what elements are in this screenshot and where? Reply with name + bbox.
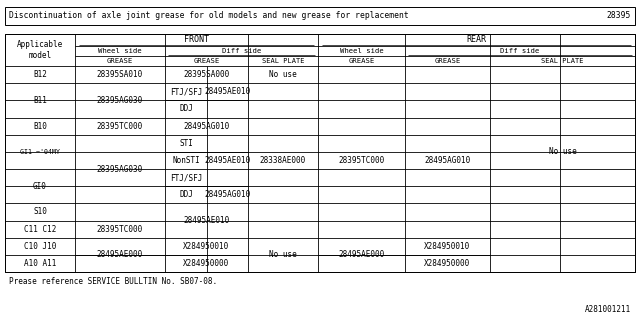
Text: GREASE: GREASE (193, 58, 220, 64)
Text: GI0: GI0 (33, 182, 47, 191)
Text: SEAL PLATE: SEAL PLATE (541, 58, 584, 64)
Text: S10: S10 (33, 207, 47, 216)
Text: A281001211: A281001211 (585, 306, 631, 315)
Text: Wheel side: Wheel side (98, 48, 142, 54)
Bar (5, 34, 635, 272)
Text: GI1 ~'04MY: GI1 ~'04MY (20, 149, 60, 155)
Text: FRONT: FRONT (184, 36, 209, 44)
Text: 28395: 28395 (607, 12, 631, 20)
Text: DDJ: DDJ (179, 190, 193, 199)
Text: DDJ: DDJ (179, 104, 193, 113)
Text: X284950010: X284950010 (424, 242, 470, 251)
Text: B11: B11 (33, 96, 47, 105)
Text: 28495AE010: 28495AE010 (184, 216, 230, 225)
Text: 28495AE000: 28495AE000 (97, 250, 143, 259)
Text: Discontinuation of axle joint grease for old models and new grease for replaceme: Discontinuation of axle joint grease for… (9, 12, 409, 20)
Text: 28495AE010: 28495AE010 (204, 87, 251, 96)
Text: A10 A11: A10 A11 (24, 259, 56, 268)
Text: X284950000: X284950000 (184, 259, 230, 268)
Text: 28495AG010: 28495AG010 (204, 190, 251, 199)
Text: 28395AG030: 28395AG030 (97, 164, 143, 173)
Text: No use: No use (548, 147, 577, 156)
Text: Applicable
model: Applicable model (17, 40, 63, 60)
Text: 28495AG010: 28495AG010 (424, 156, 470, 165)
Bar (5, 7, 635, 25)
Text: STI: STI (179, 139, 193, 148)
Text: GREASE: GREASE (107, 58, 133, 64)
Text: 28495AE000: 28495AE000 (339, 250, 385, 259)
Text: B12: B12 (33, 70, 47, 79)
Text: 28495AG010: 28495AG010 (184, 122, 230, 131)
Text: B10: B10 (33, 122, 47, 131)
Text: FTJ/SFJ: FTJ/SFJ (170, 173, 202, 182)
Text: 28495AE010: 28495AE010 (204, 156, 251, 165)
Text: 28338AE000: 28338AE000 (260, 156, 306, 165)
Text: 28395SA000: 28395SA000 (184, 70, 230, 79)
Text: FTJ/SFJ: FTJ/SFJ (170, 87, 202, 96)
Text: GREASE: GREASE (435, 58, 461, 64)
Text: 28395TC000: 28395TC000 (97, 225, 143, 234)
Text: GREASE: GREASE (348, 58, 374, 64)
Text: C11 C12: C11 C12 (24, 225, 56, 234)
Text: Wheel side: Wheel side (340, 48, 383, 54)
Text: REAR: REAR (467, 36, 486, 44)
Text: 28395TC000: 28395TC000 (339, 156, 385, 165)
Text: Diff side: Diff side (222, 48, 261, 54)
Text: No use: No use (269, 70, 297, 79)
Text: 28395TC000: 28395TC000 (97, 122, 143, 131)
Text: Diff side: Diff side (500, 48, 540, 54)
Text: No use: No use (269, 250, 297, 259)
Text: Prease reference SERVICE BULLTIN No. SB07-08.: Prease reference SERVICE BULLTIN No. SB0… (9, 277, 217, 286)
Text: X284950010: X284950010 (184, 242, 230, 251)
Text: C10 J10: C10 J10 (24, 242, 56, 251)
Text: SEAL PLATE: SEAL PLATE (262, 58, 304, 64)
Text: X284950000: X284950000 (424, 259, 470, 268)
Text: 28395AG030: 28395AG030 (97, 96, 143, 105)
Text: NonSTI: NonSTI (172, 156, 200, 165)
Text: 28395SA010: 28395SA010 (97, 70, 143, 79)
